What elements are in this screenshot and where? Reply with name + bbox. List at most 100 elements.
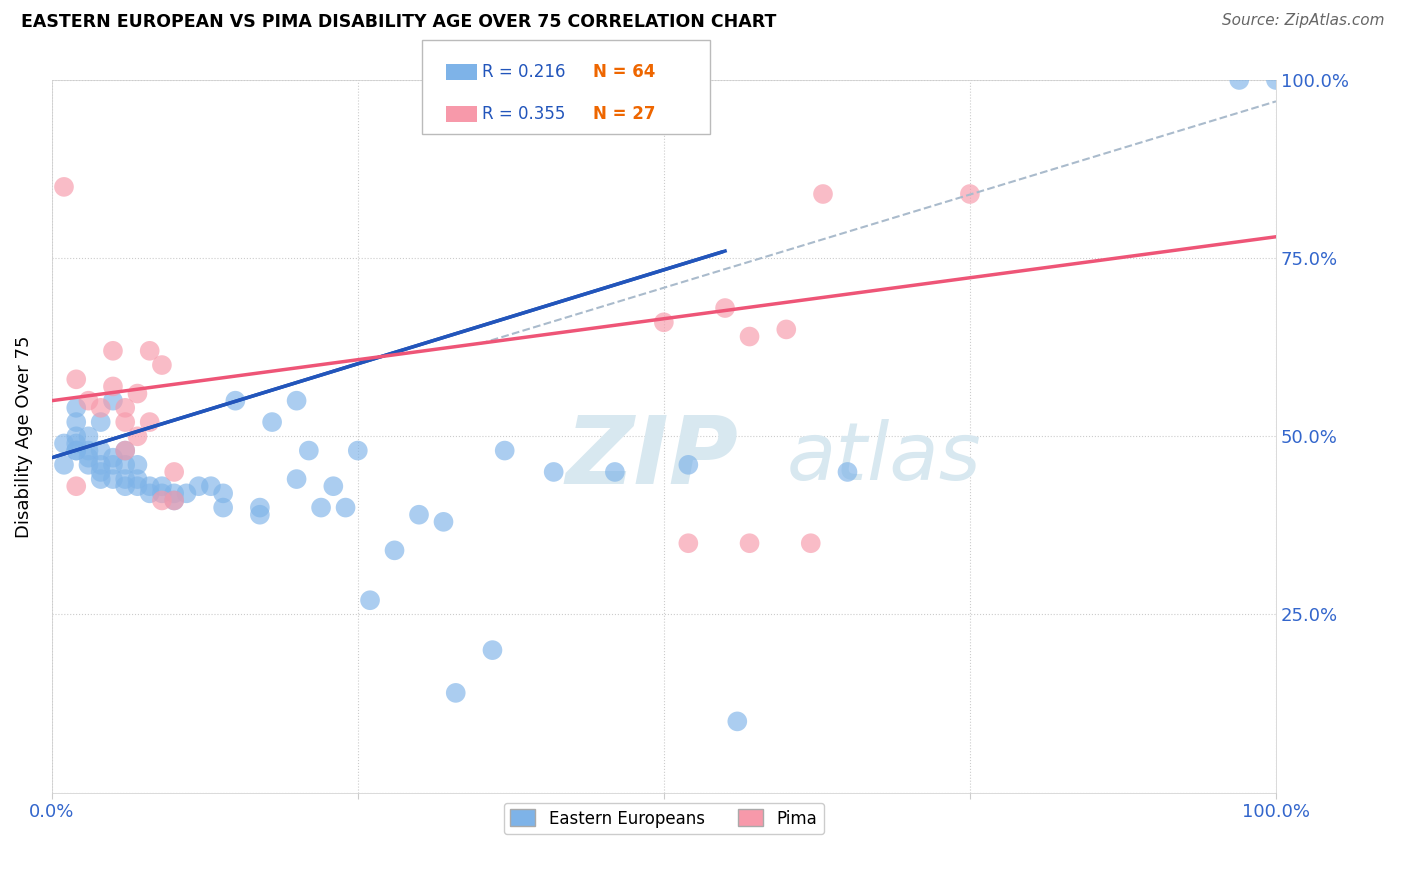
Pima — [775, 322, 797, 336]
Eastern Europeans — [90, 415, 112, 429]
Eastern Europeans — [65, 436, 87, 450]
Legend: Eastern Europeans, Pima: Eastern Europeans, Pima — [503, 803, 824, 834]
Pima — [800, 536, 823, 550]
Eastern Europeans — [678, 458, 700, 472]
Eastern Europeans — [481, 643, 503, 657]
Eastern Europeans — [163, 493, 186, 508]
Eastern Europeans — [114, 443, 136, 458]
Eastern Europeans — [114, 472, 136, 486]
Eastern Europeans — [77, 443, 100, 458]
Eastern Europeans — [212, 486, 235, 500]
Pima — [77, 393, 100, 408]
Pima — [714, 301, 737, 315]
Eastern Europeans — [90, 458, 112, 472]
Eastern Europeans — [65, 443, 87, 458]
Pima — [114, 401, 136, 415]
Eastern Europeans — [163, 486, 186, 500]
Eastern Europeans — [114, 479, 136, 493]
Pima — [163, 465, 186, 479]
Eastern Europeans — [101, 458, 124, 472]
Eastern Europeans — [200, 479, 222, 493]
Eastern Europeans — [444, 686, 467, 700]
Eastern Europeans — [249, 500, 271, 515]
Eastern Europeans — [90, 465, 112, 479]
Eastern Europeans — [138, 479, 160, 493]
Pima — [114, 415, 136, 429]
Eastern Europeans — [127, 458, 149, 472]
Pima — [163, 493, 186, 508]
Pima — [150, 493, 173, 508]
Pima — [114, 443, 136, 458]
Eastern Europeans — [212, 500, 235, 515]
Pima — [101, 343, 124, 358]
Eastern Europeans — [127, 479, 149, 493]
Eastern Europeans — [298, 443, 321, 458]
Eastern Europeans — [101, 450, 124, 465]
Text: EASTERN EUROPEAN VS PIMA DISABILITY AGE OVER 75 CORRELATION CHART: EASTERN EUROPEAN VS PIMA DISABILITY AGE … — [21, 13, 776, 31]
Eastern Europeans — [77, 429, 100, 443]
Eastern Europeans — [138, 486, 160, 500]
Eastern Europeans — [603, 465, 626, 479]
Eastern Europeans — [127, 472, 149, 486]
Pima — [150, 358, 173, 372]
Eastern Europeans — [725, 714, 748, 729]
Pima — [138, 415, 160, 429]
Eastern Europeans — [176, 486, 198, 500]
Eastern Europeans — [335, 500, 357, 515]
Eastern Europeans — [285, 393, 308, 408]
Eastern Europeans — [65, 429, 87, 443]
Eastern Europeans — [1227, 73, 1250, 87]
Eastern Europeans — [65, 443, 87, 458]
Pima — [738, 329, 761, 343]
Eastern Europeans — [408, 508, 430, 522]
Eastern Europeans — [77, 458, 100, 472]
Text: N = 64: N = 64 — [593, 62, 655, 81]
Eastern Europeans — [494, 443, 516, 458]
Y-axis label: Disability Age Over 75: Disability Age Over 75 — [15, 335, 32, 538]
Text: R = 0.216: R = 0.216 — [482, 62, 565, 81]
Eastern Europeans — [837, 465, 859, 479]
Eastern Europeans — [187, 479, 209, 493]
Pima — [65, 372, 87, 386]
Pima — [101, 379, 124, 393]
Pima — [959, 186, 981, 201]
Pima — [652, 315, 675, 329]
Eastern Europeans — [90, 443, 112, 458]
Pima — [738, 536, 761, 550]
Eastern Europeans — [114, 458, 136, 472]
Eastern Europeans — [90, 472, 112, 486]
Eastern Europeans — [101, 472, 124, 486]
Eastern Europeans — [543, 465, 565, 479]
Eastern Europeans — [1265, 73, 1288, 87]
Pima — [811, 186, 834, 201]
Pima — [138, 343, 160, 358]
Eastern Europeans — [359, 593, 381, 607]
Eastern Europeans — [285, 472, 308, 486]
Text: ZIP: ZIP — [567, 412, 738, 504]
Eastern Europeans — [249, 508, 271, 522]
Pima — [53, 180, 76, 194]
Eastern Europeans — [53, 458, 76, 472]
Eastern Europeans — [65, 415, 87, 429]
Eastern Europeans — [346, 443, 368, 458]
Text: R = 0.355: R = 0.355 — [482, 105, 565, 123]
Pima — [65, 479, 87, 493]
Eastern Europeans — [224, 393, 246, 408]
Text: atlas: atlas — [786, 418, 981, 497]
Pima — [127, 429, 149, 443]
Eastern Europeans — [262, 415, 284, 429]
Eastern Europeans — [150, 486, 173, 500]
Eastern Europeans — [101, 393, 124, 408]
Pima — [678, 536, 700, 550]
Eastern Europeans — [53, 436, 76, 450]
Pima — [90, 401, 112, 415]
Text: Source: ZipAtlas.com: Source: ZipAtlas.com — [1222, 13, 1385, 29]
Pima — [127, 386, 149, 401]
Text: N = 27: N = 27 — [593, 105, 655, 123]
Eastern Europeans — [322, 479, 344, 493]
Eastern Europeans — [77, 450, 100, 465]
Eastern Europeans — [65, 401, 87, 415]
Eastern Europeans — [384, 543, 406, 558]
Eastern Europeans — [309, 500, 332, 515]
Eastern Europeans — [150, 479, 173, 493]
